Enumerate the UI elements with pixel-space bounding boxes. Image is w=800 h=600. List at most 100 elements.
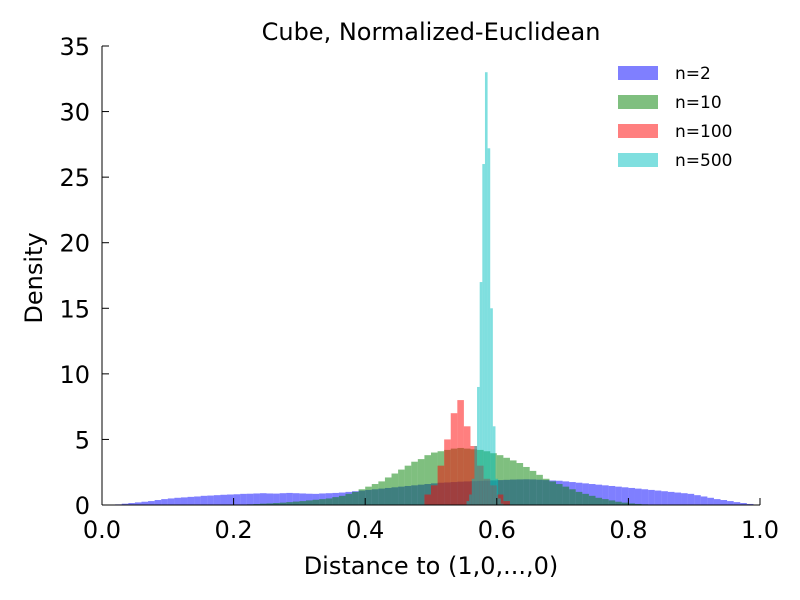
y-tick-label: 30 [59,99,90,127]
bar [487,148,491,506]
series-n=500 [466,72,504,506]
bar [628,503,635,505]
bar [378,481,385,505]
legend: n=2 n=10 n=100 n=500 [618,64,732,171]
bar [536,474,543,505]
legend-swatch [618,66,658,80]
bar [674,492,682,505]
bar [495,478,499,505]
bar [437,465,445,505]
bar [345,493,353,505]
bar [466,501,470,505]
bar [621,487,629,505]
bar [253,493,260,505]
bar [358,489,366,505]
bar [667,491,675,505]
bar [474,445,478,505]
bar [404,465,412,505]
bar [687,493,695,505]
bar [634,503,642,505]
bar [492,426,496,505]
x-axis-label: Distance to (1,0,...,0) [304,552,559,580]
bar [700,496,708,505]
bar [167,498,175,505]
bar [615,501,622,505]
x-ticks: 0.0 0.2 0.4 0.6 0.8 1.0 [83,498,779,544]
bar [220,494,228,505]
bar [588,484,596,505]
y-axis-label: Density [20,232,48,323]
bar [154,500,162,505]
bar [194,496,201,505]
bar [733,502,741,505]
bar [266,503,274,505]
bar [444,439,451,505]
bar [621,502,629,505]
y-tick-label: 5 [75,426,90,454]
x-tick-label: 0.0 [83,516,121,544]
bar [516,463,524,505]
bar [746,503,754,505]
bar [469,494,472,505]
bar [595,484,603,505]
y-tick-label: 10 [59,361,90,389]
bar [500,503,504,505]
bar [431,452,438,505]
bar [470,445,478,505]
bar [707,497,714,505]
bar [180,497,188,505]
bar [134,502,142,505]
y-tick-label: 15 [59,295,90,323]
bar [352,491,359,505]
bar [299,501,306,505]
bar [325,498,333,505]
bar [365,486,372,505]
bar [273,493,280,505]
bar [542,478,550,505]
bar [496,455,504,505]
bar [371,484,379,505]
bar [338,495,346,505]
bar [582,493,589,505]
bar [694,495,701,505]
bar [503,501,510,505]
bar [615,486,622,505]
y-tick-label: 20 [59,230,90,258]
y-tick-label: 25 [59,164,90,192]
bar [286,502,293,505]
bar [411,461,418,505]
bar [305,500,313,505]
legend-swatch [618,124,658,138]
bar [279,502,287,505]
legend-swatch [618,153,658,167]
bar [174,497,181,505]
x-tick-label: 0.6 [478,516,516,544]
bar [602,485,609,505]
bar [319,499,326,505]
bar [549,481,557,505]
bar [246,493,254,505]
bar [713,499,721,505]
bar [681,493,688,505]
bar [312,493,320,505]
bar [503,457,510,505]
bar [463,426,471,505]
bar [556,484,563,505]
bar [498,498,501,505]
bar [457,400,464,505]
bar [233,494,241,505]
x-tick-label: 0.8 [609,516,647,544]
bar [608,500,616,505]
bar [720,500,728,505]
bar [398,469,405,505]
bar [141,501,149,505]
bar [424,455,431,505]
bar [477,386,480,505]
bar [523,466,530,505]
bar [482,164,485,505]
bar [424,494,431,505]
bar [121,503,129,505]
bar [575,491,583,505]
bar [484,72,488,505]
